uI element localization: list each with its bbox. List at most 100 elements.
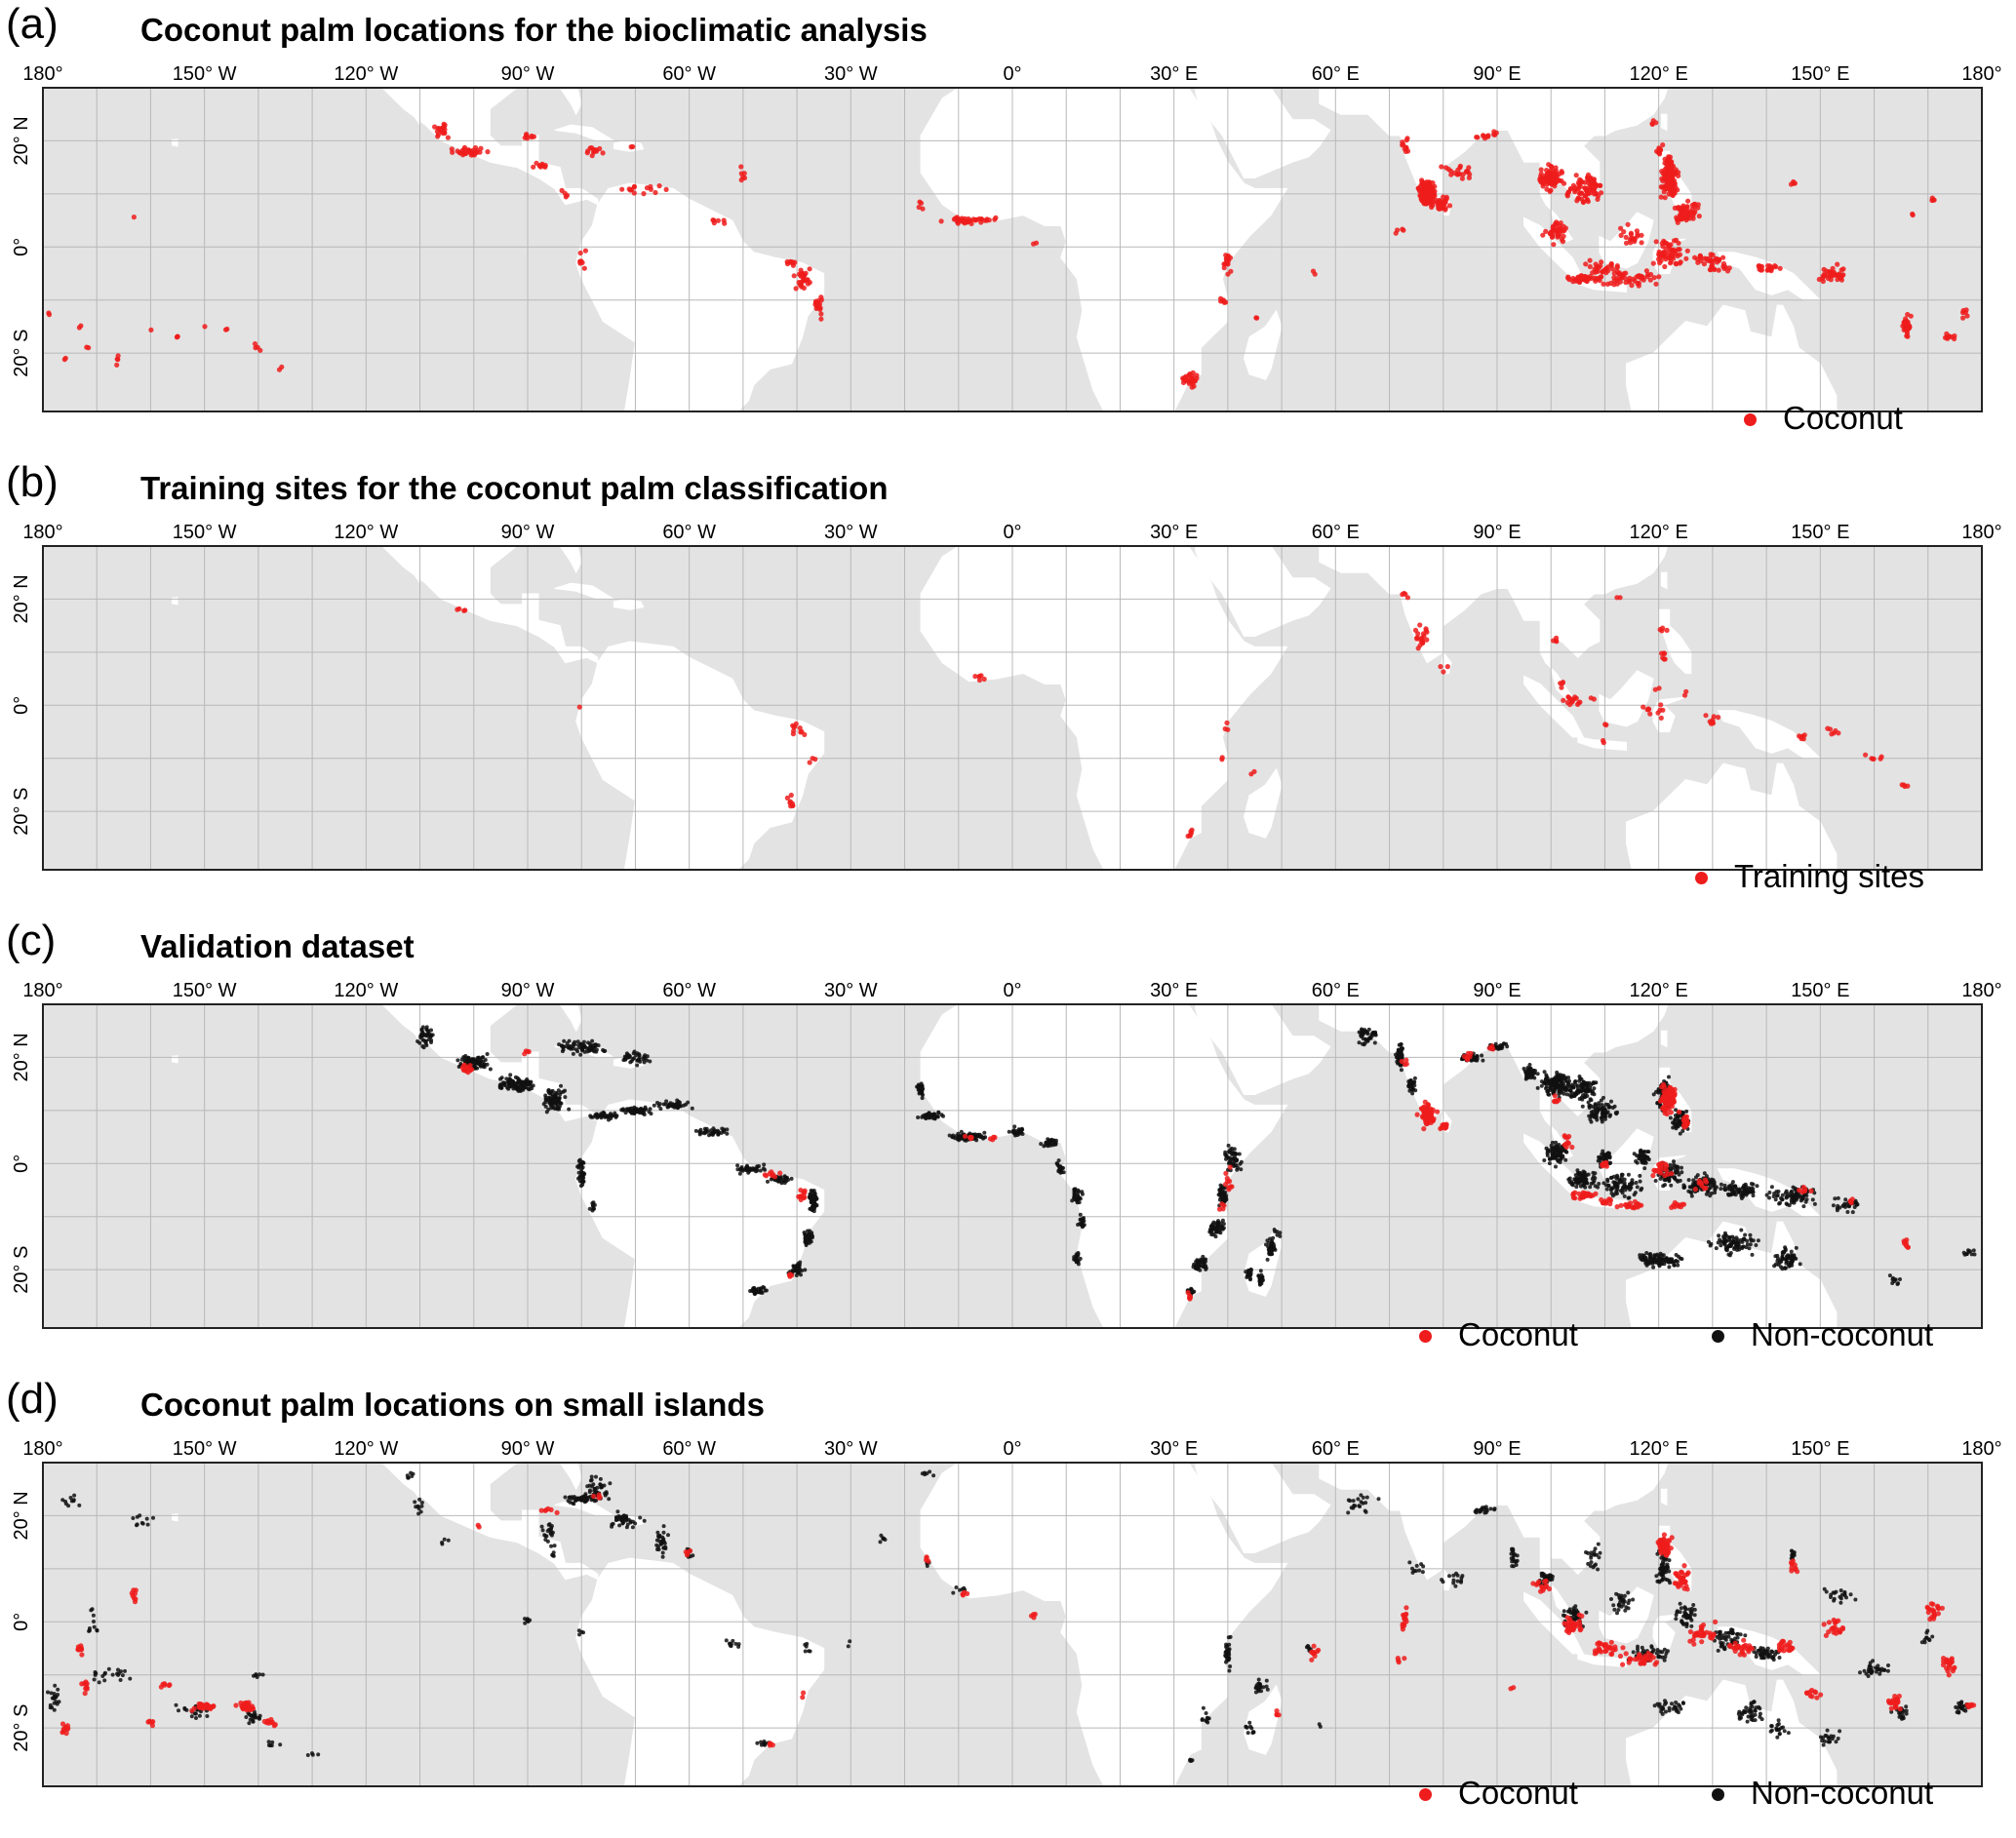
coconut-point <box>791 273 797 279</box>
coconut-point <box>1835 261 1840 267</box>
coconut-point <box>805 281 811 287</box>
noncoconut-point <box>1606 1183 1611 1188</box>
coconut-point <box>784 795 791 801</box>
noncoconut-point <box>1407 1083 1412 1087</box>
noncoconut-point <box>1039 1142 1044 1147</box>
coconut-point <box>1929 195 1935 201</box>
coconut-point <box>1420 640 1426 645</box>
noncoconut-point <box>1586 1100 1591 1105</box>
coconut-point <box>1437 206 1443 212</box>
coconut-point <box>1598 274 1603 280</box>
coconut-point <box>1777 265 1783 271</box>
noncoconut-point <box>1966 1248 1970 1253</box>
coconut-point <box>1904 331 1911 336</box>
noncoconut-point <box>584 1046 589 1050</box>
coconut-point <box>1662 186 1668 192</box>
coconut-point <box>721 217 727 223</box>
coconut-point <box>1639 240 1644 246</box>
coconut-points <box>455 590 1911 840</box>
noncoconut-point <box>804 1237 809 1242</box>
noncoconut-point <box>1972 1252 1977 1257</box>
coconut-point <box>787 258 794 264</box>
coconut-point <box>1564 699 1570 706</box>
coconut-point <box>990 1137 996 1143</box>
noncoconut-point <box>1600 1106 1604 1111</box>
noncoconut-point <box>1016 1127 1021 1132</box>
noncoconut-point <box>1568 1088 1573 1093</box>
coconut-point <box>1681 215 1687 220</box>
noncoconut-point <box>1689 1191 1694 1195</box>
noncoconut-point <box>1046 1142 1050 1147</box>
coconut-point <box>1662 263 1668 270</box>
noncoconut-point <box>587 1041 592 1046</box>
noncoconut-point <box>1667 1075 1671 1079</box>
noncoconut-point <box>1678 1178 1682 1183</box>
noncoconut-point <box>1812 1201 1817 1206</box>
longitude-tick-label: 120° E <box>1630 522 1688 543</box>
coconut-point <box>1708 721 1715 726</box>
coconut-point <box>597 145 603 152</box>
longitude-tick-label: 90° E <box>1473 63 1521 85</box>
noncoconut-point <box>1780 1267 1785 1271</box>
noncoconut-point <box>1751 1182 1756 1187</box>
noncoconut-point <box>637 1052 642 1057</box>
noncoconut-point <box>1560 1081 1564 1085</box>
noncoconut-point <box>1680 1128 1685 1133</box>
noncoconut-point <box>580 1179 585 1184</box>
coconut-point <box>148 327 154 332</box>
noncoconut-point <box>1556 1084 1561 1089</box>
noncoconut-point <box>1399 1068 1403 1073</box>
noncoconut-point <box>623 1111 628 1115</box>
coconut-point <box>1652 686 1658 692</box>
noncoconut-point <box>920 1115 925 1119</box>
noncoconut-point <box>587 1048 592 1053</box>
coconut-point <box>1559 684 1564 690</box>
noncoconut-point <box>806 1229 810 1233</box>
noncoconut-point <box>1532 1075 1537 1080</box>
noncoconut-point <box>1052 1142 1057 1147</box>
legend-label: Training sites <box>1734 858 1925 894</box>
coconut-point <box>798 1196 804 1202</box>
latitude-tick-label: 0° <box>11 696 32 715</box>
noncoconut-point <box>575 1039 580 1044</box>
noncoconut-point <box>1220 1218 1225 1223</box>
noncoconut-point <box>1790 1260 1795 1265</box>
arabia-land <box>1195 546 1331 637</box>
noncoconut-point <box>725 1131 730 1136</box>
noncoconut-point <box>1793 1196 1798 1201</box>
noncoconut-point <box>1275 1230 1280 1234</box>
coconut-point <box>1553 221 1559 227</box>
coconut-point <box>1540 232 1546 238</box>
arabia-land <box>1195 1004 1331 1095</box>
coconut-point <box>951 216 958 222</box>
coconut-point <box>1614 264 1620 270</box>
noncoconut-point <box>738 1167 743 1172</box>
noncoconut-point <box>1601 1149 1605 1154</box>
coconut-point <box>802 731 808 737</box>
noncoconut-point <box>624 1051 629 1056</box>
noncoconut-point <box>1623 1188 1628 1193</box>
noncoconut-point <box>553 1090 558 1095</box>
coconut-point <box>1597 182 1602 188</box>
coconut-point <box>1628 240 1634 246</box>
noncoconut-point <box>1580 1104 1585 1109</box>
coconut-point <box>1474 135 1480 140</box>
coconut-point <box>1669 252 1676 257</box>
coconut-point <box>1672 180 1678 186</box>
noncoconut-point <box>939 1113 944 1117</box>
coconut-point <box>788 792 794 799</box>
noncoconut-point <box>1593 1171 1598 1176</box>
panel-letter: (c) <box>6 917 57 964</box>
noncoconut-point <box>1619 1175 1624 1180</box>
coconut-point <box>1949 334 1955 340</box>
noncoconut-point <box>1204 1264 1208 1269</box>
coconut-point <box>1635 280 1640 287</box>
noncoconut-point <box>1475 1058 1480 1063</box>
coconut-point <box>1216 1206 1223 1212</box>
longitude-tick-label: 120° W <box>334 63 398 85</box>
noncoconut-point <box>1672 1159 1676 1164</box>
noncoconut-point <box>1219 1187 1224 1192</box>
noncoconut-point <box>1570 1082 1575 1087</box>
coconut-point <box>1709 262 1716 268</box>
coconut-point <box>1666 156 1672 162</box>
